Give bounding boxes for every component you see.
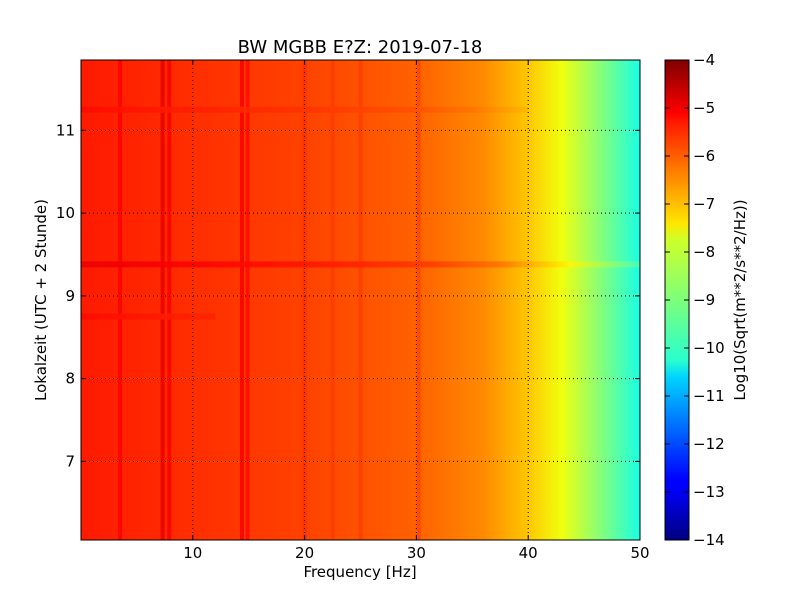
colorbar-tick-label: −4	[693, 51, 715, 69]
x-axis: 10 20 30 40 50	[183, 60, 650, 562]
colorbar-tick-label: −14	[693, 531, 725, 549]
spectral-line-8	[416, 60, 421, 540]
x-tick-label: 30	[407, 544, 426, 562]
colorbar-tick-label: −11	[693, 387, 725, 405]
chart-title: BW MGBB E?Z: 2019-07-18	[238, 37, 483, 58]
time-burst-0	[81, 261, 640, 268]
time-burst-2	[81, 106, 529, 113]
y-axis-label: Lokalzeit (UTC + 2 Stunde)	[32, 199, 50, 401]
plot-area	[81, 60, 640, 540]
colorbar-tick-label: −9	[693, 291, 715, 309]
y-tick-label: 9	[65, 287, 75, 305]
spectral-line-7	[358, 60, 363, 540]
spectral-line-1	[160, 60, 165, 540]
colorbar-tick-label: −7	[693, 195, 715, 213]
x-tick-label: 20	[295, 544, 314, 562]
y-tick-label: 10	[56, 204, 75, 222]
spectral-line-2	[167, 60, 172, 540]
colorbar-ticks: −4 −5 −6 −7 −8 −9 −10 −11 −12 −13 −14	[665, 51, 725, 549]
y-axis: 7 8 9 10 11	[56, 121, 640, 470]
spectral-line-6	[330, 60, 335, 540]
spectral-line-4	[245, 60, 250, 540]
x-tick-label: 10	[183, 544, 202, 562]
colorbar-tick-label: −8	[693, 243, 715, 261]
x-tick-label: 50	[630, 544, 649, 562]
y-tick-label: 7	[65, 452, 75, 470]
colorbar-tick-label: −6	[693, 147, 715, 165]
horizontal-features	[81, 106, 640, 320]
colorbar-tick-label: −13	[693, 483, 725, 501]
colorbar-tick-label: −5	[693, 99, 715, 117]
plot-frame	[80, 59, 641, 541]
x-tick-label: 40	[519, 544, 538, 562]
colorbar-tick-label: −10	[693, 339, 725, 357]
y-tick-label: 11	[56, 121, 75, 139]
x-axis-label: Frequency [Hz]	[303, 563, 416, 581]
colorbar-label: Log10(Sqrt(m**2/s**2/Hz))	[731, 199, 749, 400]
y-tick-label: 8	[65, 370, 75, 388]
time-burst-1	[81, 313, 216, 320]
spectral-line-0	[118, 60, 123, 540]
grid-lines	[81, 60, 640, 540]
colorbar-tick-label: −12	[693, 435, 725, 453]
spectral-line-3	[240, 60, 244, 540]
